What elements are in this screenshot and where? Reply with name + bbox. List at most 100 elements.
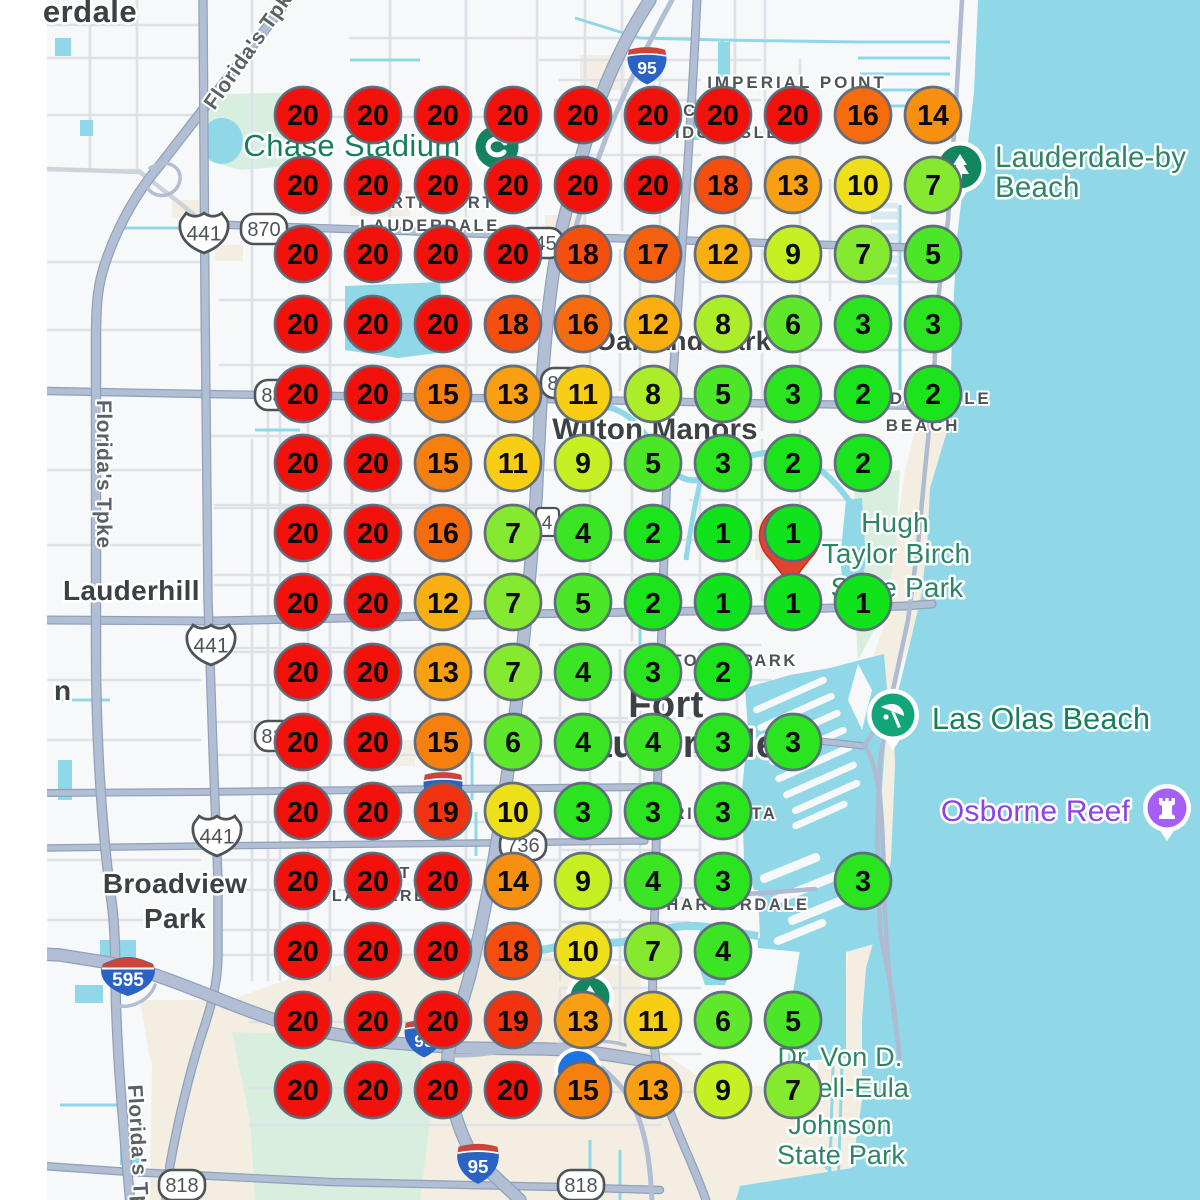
svg-text:870: 870 (247, 219, 280, 241)
svg-text:11: 11 (638, 1006, 668, 1038)
svg-text:5: 5 (785, 1006, 801, 1038)
svg-text:16: 16 (427, 518, 459, 550)
svg-text:19: 19 (497, 1006, 529, 1038)
svg-text:20: 20 (427, 100, 459, 132)
svg-text:3: 3 (925, 309, 941, 341)
svg-text:erdale: erdale (43, 0, 137, 29)
svg-text:4: 4 (645, 866, 661, 898)
svg-text:2: 2 (785, 448, 801, 480)
svg-text:7: 7 (505, 588, 521, 620)
svg-text:20: 20 (287, 379, 319, 411)
svg-text:Broadview: Broadview (103, 868, 247, 899)
svg-text:20: 20 (287, 518, 319, 550)
svg-text:20: 20 (427, 1006, 459, 1038)
svg-text:13: 13 (777, 170, 809, 202)
svg-text:15: 15 (427, 727, 459, 759)
svg-text:Lauderdale-by: Lauderdale-by (995, 141, 1186, 174)
svg-text:LAUDERDALE: LAUDERDALE (360, 217, 500, 235)
svg-text:13: 13 (497, 379, 529, 411)
svg-text:20: 20 (497, 1075, 529, 1107)
svg-text:Beach: Beach (995, 171, 1080, 204)
svg-text:3: 3 (715, 797, 731, 829)
svg-text:4: 4 (575, 518, 591, 550)
svg-text:8: 8 (645, 379, 661, 411)
svg-text:10: 10 (567, 936, 599, 968)
svg-text:3: 3 (715, 866, 731, 898)
svg-text:20: 20 (287, 936, 319, 968)
svg-text:3: 3 (715, 448, 731, 480)
svg-text:5: 5 (575, 588, 591, 620)
svg-text:20: 20 (357, 518, 389, 550)
svg-text:4: 4 (715, 936, 731, 968)
svg-text:16: 16 (567, 309, 599, 341)
svg-text:2: 2 (715, 657, 731, 689)
svg-text:20: 20 (357, 727, 389, 759)
svg-text:15: 15 (567, 1075, 599, 1107)
svg-text:441: 441 (199, 825, 234, 848)
svg-text:2: 2 (645, 518, 661, 550)
svg-text:18: 18 (707, 170, 739, 202)
svg-text:13: 13 (637, 1075, 669, 1107)
svg-text:20: 20 (287, 448, 319, 480)
svg-text:3: 3 (855, 866, 871, 898)
svg-text:11: 11 (568, 379, 598, 411)
svg-text:13: 13 (427, 657, 459, 689)
svg-text:Park: Park (144, 903, 206, 934)
svg-text:12: 12 (637, 309, 669, 341)
svg-text:15: 15 (427, 379, 459, 411)
svg-text:5: 5 (715, 379, 731, 411)
svg-text:2: 2 (645, 588, 661, 620)
svg-text:1: 1 (785, 518, 801, 550)
svg-text:4: 4 (542, 513, 553, 534)
svg-text:7: 7 (505, 657, 521, 689)
svg-text:4: 4 (575, 657, 591, 689)
svg-text:10: 10 (497, 797, 529, 829)
svg-text:20: 20 (497, 100, 529, 132)
svg-text:Las Olas Beach: Las Olas Beach (932, 702, 1150, 736)
svg-text:4: 4 (645, 727, 661, 759)
svg-text:20: 20 (287, 727, 319, 759)
svg-text:20: 20 (427, 309, 459, 341)
svg-text:20: 20 (357, 936, 389, 968)
svg-text:7: 7 (925, 170, 941, 202)
svg-text:818: 818 (165, 1175, 198, 1197)
svg-text:20: 20 (357, 170, 389, 202)
svg-text:20: 20 (357, 1006, 389, 1038)
svg-text:20: 20 (707, 100, 739, 132)
svg-text:6: 6 (505, 727, 521, 759)
svg-text:736: 736 (506, 835, 539, 857)
svg-text:20: 20 (427, 239, 459, 271)
svg-text:7: 7 (505, 518, 521, 550)
svg-text:7: 7 (645, 936, 661, 968)
svg-text:8: 8 (715, 309, 731, 341)
svg-text:2: 2 (925, 379, 941, 411)
svg-text:20: 20 (357, 100, 389, 132)
svg-text:20: 20 (567, 170, 599, 202)
svg-text:14: 14 (917, 100, 949, 132)
svg-text:5: 5 (925, 239, 941, 271)
svg-text:11: 11 (498, 448, 528, 480)
svg-text:3: 3 (645, 797, 661, 829)
svg-text:20: 20 (357, 379, 389, 411)
svg-text:9: 9 (575, 448, 591, 480)
svg-text:20: 20 (287, 797, 319, 829)
svg-text:1: 1 (855, 588, 871, 620)
svg-text:20: 20 (287, 1075, 319, 1107)
svg-text:20: 20 (357, 309, 389, 341)
svg-text:17: 17 (637, 239, 669, 271)
svg-text:818: 818 (564, 1175, 597, 1197)
svg-text:95: 95 (468, 1156, 489, 1177)
svg-text:9: 9 (785, 239, 801, 271)
svg-text:16: 16 (847, 100, 879, 132)
svg-text:20: 20 (287, 100, 319, 132)
svg-text:19: 19 (427, 797, 459, 829)
svg-text:IMPERIAL POINT: IMPERIAL POINT (707, 73, 887, 92)
svg-text:3: 3 (575, 797, 591, 829)
svg-text:18: 18 (497, 309, 529, 341)
svg-text:12: 12 (707, 239, 739, 271)
svg-text:3: 3 (645, 657, 661, 689)
svg-text:5: 5 (645, 448, 661, 480)
svg-text:3: 3 (785, 727, 801, 759)
svg-text:3: 3 (785, 379, 801, 411)
svg-text:18: 18 (567, 239, 599, 271)
